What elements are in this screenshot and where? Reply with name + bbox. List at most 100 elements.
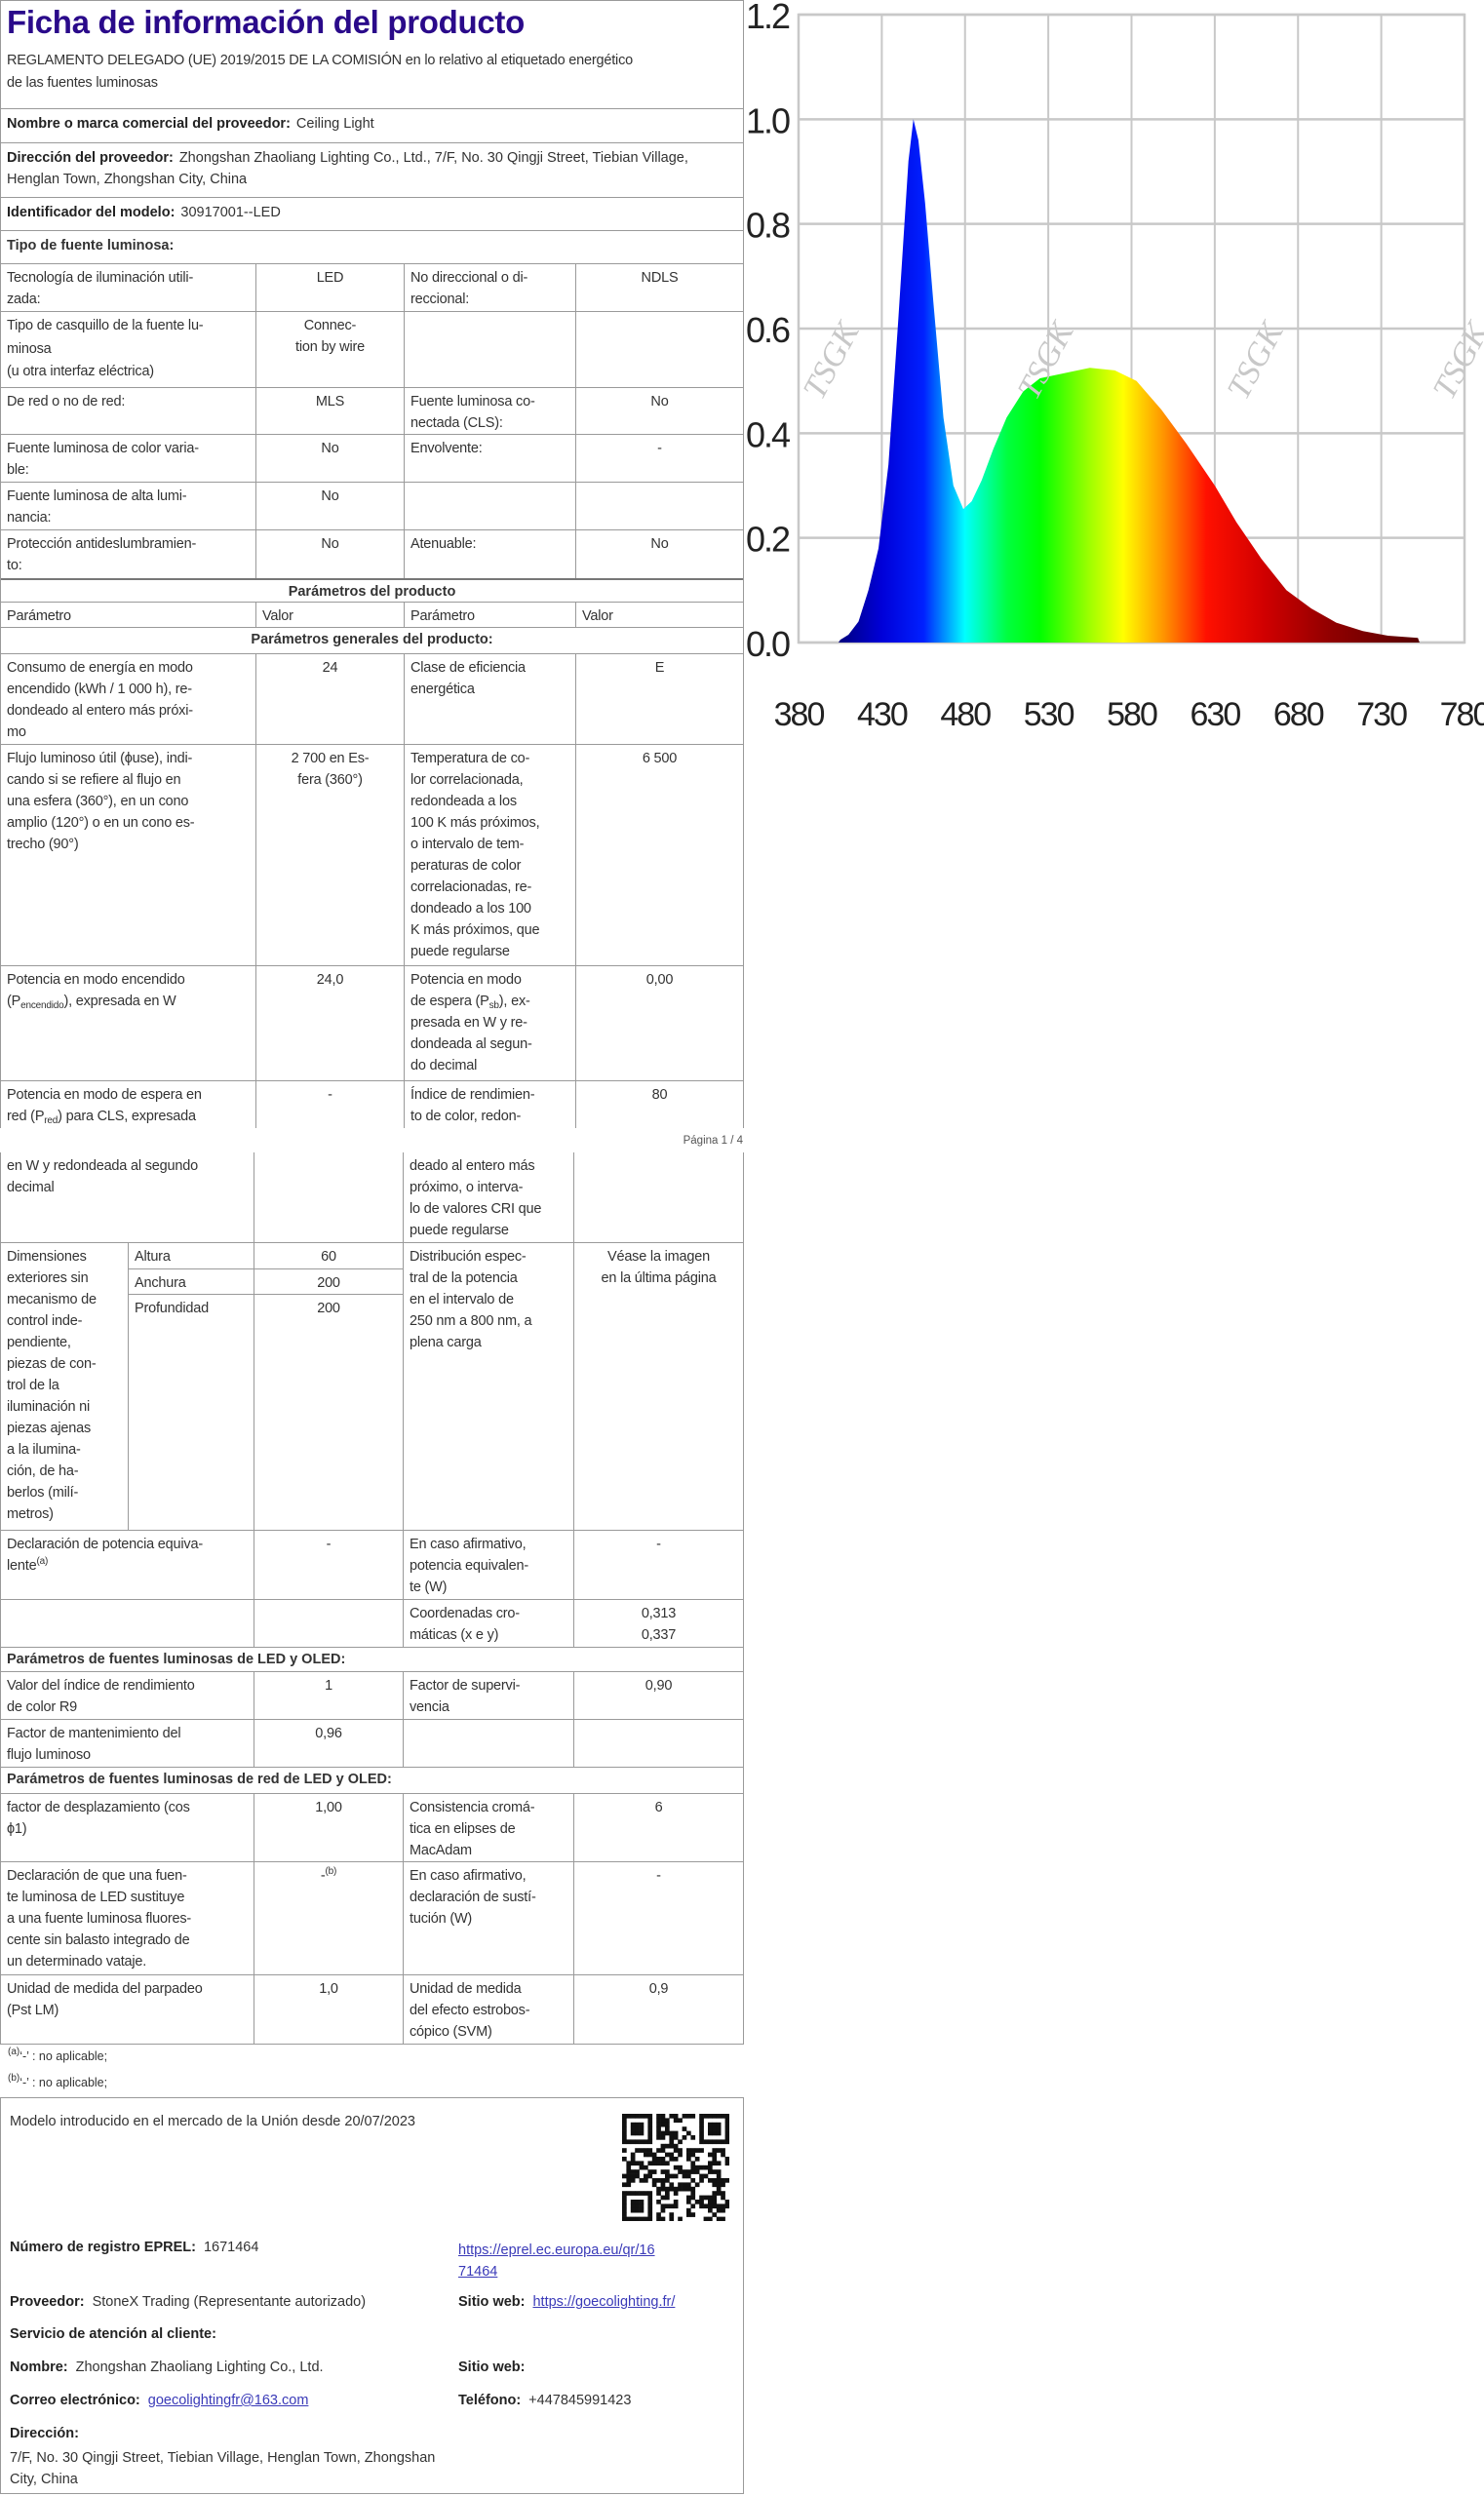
qr-module bbox=[694, 2182, 700, 2188]
qr-module bbox=[626, 2169, 632, 2174]
qr-module bbox=[622, 2207, 627, 2213]
table-row: Tipo de casquillo de la fuente lu- minos… bbox=[1, 312, 743, 388]
qr-module bbox=[678, 2164, 683, 2170]
qr-module bbox=[647, 2212, 653, 2217]
supplier-label: Proveedor: bbox=[10, 2294, 85, 2310]
supplier-name-label: Nombre o marca comercial del proveedor: bbox=[7, 116, 291, 132]
qr-module bbox=[712, 2148, 718, 2153]
x-tick-label: 380 bbox=[774, 696, 825, 733]
qr-module bbox=[630, 2178, 636, 2183]
qr-module bbox=[712, 2122, 718, 2127]
cs-name-label: Nombre: bbox=[10, 2360, 68, 2375]
qr-module bbox=[678, 2148, 683, 2153]
qr-module bbox=[651, 2157, 657, 2162]
qr-module bbox=[716, 2126, 722, 2131]
qr-code[interactable] bbox=[622, 2114, 729, 2221]
qr-module bbox=[660, 2143, 666, 2149]
qr-module bbox=[721, 2148, 725, 2153]
qr-module bbox=[724, 2200, 729, 2204]
qr-module bbox=[699, 2204, 704, 2209]
qr-module bbox=[686, 2130, 691, 2136]
qr-module bbox=[635, 2207, 640, 2213]
qr-module bbox=[665, 2173, 670, 2179]
qr-module bbox=[682, 2182, 687, 2188]
qr-module bbox=[712, 2114, 718, 2119]
table-row: Flujo luminoso útil (ϕuse), indi- cando … bbox=[1, 745, 743, 966]
qr-module bbox=[665, 2130, 670, 2136]
param-value: Véase la imagen en la última página bbox=[573, 1243, 743, 1530]
supplier-address-row: Dirección del proveedor: Zhongshan Zhaoli… bbox=[1, 143, 743, 198]
website-row: Sitio web: https://goecolighting.fr/ bbox=[458, 2294, 675, 2310]
email-link[interactable]: goecolightingfr@163.com bbox=[147, 2393, 309, 2408]
qr-module bbox=[703, 2164, 709, 2170]
eprel-link[interactable]: https://eprel.ec.europa.eu/qr/16 71464 bbox=[458, 2240, 655, 2282]
address-value: 7/F, No. 30 Qingji Street, Tiebian Villa… bbox=[10, 2450, 436, 2487]
qr-module bbox=[669, 2135, 675, 2140]
qr-module bbox=[690, 2186, 696, 2192]
table-row: Fuente luminosa de alta lumi- nancia: No bbox=[1, 483, 743, 530]
qr-module bbox=[656, 2161, 661, 2166]
table-row: factor de desplazamiento (cos ϕ1) 1,00 Con… bbox=[1, 1794, 743, 1862]
phone-label: Teléfono: bbox=[458, 2393, 522, 2408]
qr-module bbox=[647, 2139, 653, 2145]
qr-module bbox=[639, 2130, 644, 2136]
param-label: Potencia en modo de espera (Psb), ex- pr… bbox=[404, 966, 575, 1080]
qr-module bbox=[639, 2216, 644, 2221]
param-label: Fuente luminosa de alta lumi- nancia: bbox=[7, 488, 187, 526]
eprel-info-box: Modelo introducido en el mercado de la U… bbox=[0, 2097, 744, 2494]
eprel-link-line-1[interactable]: https://eprel.ec.europa.eu/qr/16 bbox=[458, 2242, 655, 2258]
qr-module bbox=[665, 2195, 670, 2201]
qr-module bbox=[660, 2186, 666, 2192]
led-params-heading: Parámetros de fuentes luminosas de LED y… bbox=[1, 1648, 743, 1672]
param-label: Clase de eficiencia energética bbox=[404, 654, 575, 744]
qr-module bbox=[716, 2186, 722, 2192]
param-label: Declaración de que una fuen- te luminosa… bbox=[7, 1868, 192, 1970]
qr-module bbox=[673, 2164, 679, 2170]
qr-module bbox=[622, 2114, 627, 2119]
general-params-heading: Parámetros generales del producto: bbox=[1, 628, 743, 654]
qr-module bbox=[708, 2207, 713, 2213]
qr-module bbox=[716, 2207, 722, 2213]
qr-module bbox=[665, 2161, 670, 2166]
param-label: Valor del índice de rendimiento de color… bbox=[7, 1678, 195, 1715]
qr-module bbox=[699, 2200, 704, 2204]
qr-module bbox=[660, 2122, 666, 2127]
qr-module bbox=[712, 2157, 718, 2162]
param-label: Fuente luminosa de color varia- ble: bbox=[7, 441, 199, 478]
qr-module bbox=[639, 2178, 644, 2183]
qr-module bbox=[686, 2212, 691, 2217]
qr-module bbox=[699, 2164, 704, 2170]
qr-module bbox=[669, 2186, 675, 2192]
x-tick-label: 480 bbox=[940, 696, 991, 733]
qr-module bbox=[639, 2204, 644, 2209]
param-label: Declaración de potencia equiva- lente(a) bbox=[1, 1531, 254, 1599]
qr-module bbox=[635, 2216, 640, 2221]
param-value: 6 bbox=[573, 1794, 743, 1861]
qr-module bbox=[721, 2139, 725, 2145]
qr-module bbox=[622, 2148, 627, 2153]
qr-module bbox=[660, 2118, 666, 2124]
qr-module bbox=[647, 2191, 653, 2196]
qr-module bbox=[686, 2173, 691, 2179]
qr-module bbox=[644, 2164, 648, 2170]
qr-module bbox=[635, 2139, 640, 2145]
qr-module bbox=[665, 2143, 670, 2149]
qr-module bbox=[686, 2195, 691, 2201]
param-label bbox=[404, 483, 575, 529]
website-link[interactable]: https://goecolighting.fr/ bbox=[532, 2294, 676, 2310]
qr-module bbox=[635, 2161, 640, 2166]
eprel-link-line-2[interactable]: 71464 bbox=[458, 2264, 498, 2280]
qr-module bbox=[669, 2212, 675, 2217]
qr-module bbox=[678, 2182, 683, 2188]
qr-module bbox=[699, 2126, 704, 2131]
qr-module bbox=[651, 2152, 657, 2158]
param-value: 6 500 bbox=[575, 745, 743, 965]
qr-module bbox=[669, 2204, 675, 2209]
qr-module bbox=[635, 2204, 640, 2209]
param-label: deado al entero más próximo, o interva- … bbox=[403, 1152, 573, 1242]
qr-module bbox=[673, 2157, 679, 2162]
param-value: -(b) bbox=[254, 1862, 403, 1974]
param-label: Envolvente: bbox=[404, 435, 575, 482]
qr-module bbox=[630, 2207, 636, 2213]
qr-module bbox=[708, 2178, 713, 2183]
